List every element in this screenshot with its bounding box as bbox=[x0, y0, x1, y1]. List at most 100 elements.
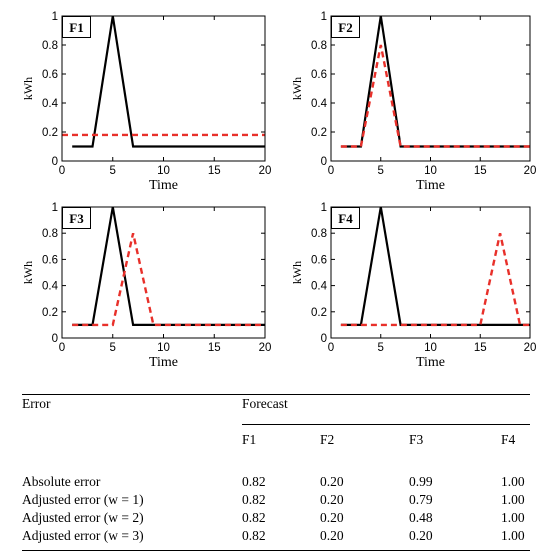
y-tick-label: 0.4 bbox=[42, 281, 59, 293]
y-tick-label: 0.8 bbox=[311, 228, 327, 240]
table-cell-f3: 0.20 bbox=[409, 528, 433, 543]
x-axis-label: Time bbox=[149, 178, 178, 193]
y-tick-label: 1 bbox=[321, 11, 327, 23]
x-axis-label: Time bbox=[416, 355, 445, 370]
table-cell-f4: 1.00 bbox=[501, 474, 525, 489]
column-header-f3: F3 bbox=[409, 432, 424, 447]
chart-panel-2: 0 5 10 15 20 0 0.2 0.4 0.6 0.8 1 Time kWh F2 bbox=[290, 11, 536, 193]
y-tick-label: 0.2 bbox=[311, 307, 327, 319]
table-row-label: Adjusted error (w = 2) bbox=[22, 510, 144, 525]
table-row-label: Adjusted error (w = 3) bbox=[22, 528, 144, 543]
y-axis-label: kWh bbox=[290, 77, 304, 100]
y-tick-label: 0.6 bbox=[311, 69, 327, 81]
plot-frame bbox=[61, 15, 266, 162]
table-cell-f2: 0.20 bbox=[320, 528, 344, 543]
table-cell-f1: 0.82 bbox=[242, 474, 266, 489]
table-cell-f4: 1.00 bbox=[501, 492, 525, 507]
y-tick-label: 1 bbox=[52, 202, 58, 214]
table-bottom-rule bbox=[22, 550, 530, 551]
table-cell-f1: 0.82 bbox=[242, 510, 266, 525]
y-tick-label: 0.8 bbox=[42, 228, 58, 240]
x-tick-label: 15 bbox=[474, 342, 487, 354]
y-tick-label: 0.4 bbox=[42, 98, 59, 110]
plot-frame bbox=[330, 15, 531, 162]
y-tick-label: 0.6 bbox=[42, 254, 58, 266]
table-group-rule bbox=[242, 424, 530, 425]
y-tick-label: 0.2 bbox=[311, 127, 327, 139]
table-row-header: Error bbox=[22, 396, 51, 411]
y-tick-label: 0.6 bbox=[311, 254, 327, 266]
forecast-line bbox=[340, 44, 530, 148]
y-tick-label: 0.2 bbox=[42, 127, 58, 139]
chart-panel-3: 0 5 10 15 20 0 0.2 0.4 0.6 0.8 1 Time kWh F3 bbox=[21, 202, 271, 370]
x-tick-label: 20 bbox=[524, 165, 537, 177]
x-tick-label: 20 bbox=[259, 342, 272, 354]
table-column-group: Forecast bbox=[242, 396, 288, 411]
table-row-label: Adjusted error (w = 1) bbox=[22, 492, 144, 507]
table-cell-f2: 0.20 bbox=[320, 492, 344, 507]
actual-line bbox=[72, 206, 265, 326]
table-top-rule bbox=[22, 394, 530, 395]
chart-panel-4: 0 5 10 15 20 0 0.2 0.4 0.6 0.8 1 Time kWh F4 bbox=[290, 202, 536, 370]
x-axis-label: Time bbox=[416, 178, 445, 193]
y-axis-label: kWh bbox=[21, 77, 35, 100]
panel-label-box bbox=[331, 16, 360, 38]
x-tick-label: 10 bbox=[157, 165, 170, 177]
x-tick-label: 15 bbox=[208, 342, 221, 354]
x-tick-label: 10 bbox=[424, 165, 437, 177]
y-tick-label: 0.8 bbox=[311, 40, 327, 52]
panel-label-box bbox=[331, 207, 360, 229]
x-tick-label: 20 bbox=[259, 165, 272, 177]
x-tick-label: 0 bbox=[328, 165, 334, 177]
x-tick-label: 5 bbox=[110, 165, 116, 177]
table-cell-f4: 1.00 bbox=[501, 510, 525, 525]
y-tick-label: 0.4 bbox=[311, 98, 328, 110]
x-tick-label: 15 bbox=[474, 165, 487, 177]
x-tick-label: 0 bbox=[328, 342, 334, 354]
actual-line bbox=[72, 15, 265, 148]
x-tick-label: 10 bbox=[424, 342, 437, 354]
table-cell-f2: 0.20 bbox=[320, 510, 344, 525]
table-cell-f2: 0.20 bbox=[320, 474, 344, 489]
y-tick-label: 1 bbox=[52, 11, 58, 23]
x-tick-label: 0 bbox=[59, 165, 65, 177]
y-tick-label: 0 bbox=[52, 333, 58, 345]
panel-label: F1 bbox=[69, 20, 83, 35]
y-tick-label: 0.2 bbox=[42, 307, 58, 319]
y-tick-label: 0.6 bbox=[42, 69, 58, 81]
column-header-f4: F4 bbox=[501, 432, 516, 447]
panel-label-box bbox=[62, 16, 91, 38]
y-axis-label: kWh bbox=[21, 261, 35, 284]
column-header-f2: F2 bbox=[320, 432, 335, 447]
x-tick-label: 5 bbox=[378, 342, 384, 354]
panel-label: F2 bbox=[338, 20, 352, 35]
table-cell-f3: 0.48 bbox=[409, 510, 433, 525]
column-header-f1: F1 bbox=[242, 432, 257, 447]
y-tick-label: 0 bbox=[52, 156, 58, 168]
x-axis-label: Time bbox=[149, 355, 178, 370]
y-tick-label: 0.8 bbox=[42, 40, 58, 52]
table-cell-f3: 0.79 bbox=[409, 492, 433, 507]
actual-line bbox=[340, 206, 530, 326]
plot-frame bbox=[61, 206, 266, 339]
x-tick-label: 15 bbox=[208, 165, 221, 177]
plot-frame bbox=[330, 206, 531, 339]
table-cell-f3: 0.99 bbox=[409, 474, 433, 489]
table-row-label: Absolute error bbox=[22, 474, 101, 489]
actual-line bbox=[340, 15, 530, 148]
panel-label: F4 bbox=[338, 211, 353, 226]
table-cell-f1: 0.82 bbox=[242, 492, 266, 507]
y-tick-label: 0 bbox=[321, 156, 327, 168]
y-tick-label: 1 bbox=[321, 202, 327, 214]
x-tick-label: 20 bbox=[524, 342, 537, 354]
y-axis-label: kWh bbox=[290, 261, 304, 284]
x-tick-label: 0 bbox=[59, 342, 65, 354]
forecast-line bbox=[72, 232, 265, 327]
x-tick-label: 5 bbox=[110, 342, 116, 354]
panel-label: F3 bbox=[69, 211, 84, 226]
y-tick-label: 0 bbox=[321, 333, 327, 345]
forecast-line bbox=[340, 232, 530, 327]
x-tick-label: 10 bbox=[157, 342, 170, 354]
y-tick-label: 0.4 bbox=[311, 281, 328, 293]
